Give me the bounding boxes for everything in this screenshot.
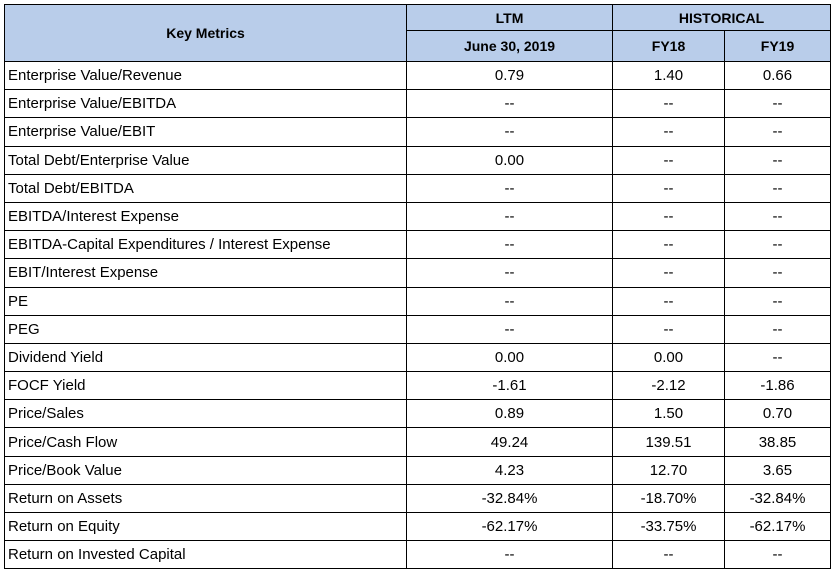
table-row: Price/Cash Flow 49.24 139.51 38.85 xyxy=(4,427,831,457)
row-label: Total Debt/EBITDA xyxy=(4,173,407,203)
fy18-value: -- xyxy=(612,286,725,316)
table-row: Enterprise Value/EBITDA -- -- -- xyxy=(4,89,831,119)
table-row: Total Debt/EBITDA -- -- -- xyxy=(4,173,831,203)
ltm-value: -1.61 xyxy=(406,371,613,401)
fy18-value: -- xyxy=(612,89,725,119)
fy19-value: -- xyxy=(724,201,831,232)
fy18-value: 1.50 xyxy=(612,399,725,429)
fy18-value: -18.70% xyxy=(612,483,725,514)
ltm-value: 0.00 xyxy=(406,145,613,175)
row-label: EBIT/Interest Expense xyxy=(4,258,407,288)
ltm-value: 49.24 xyxy=(406,427,613,457)
ltm-value: -- xyxy=(406,258,613,288)
fy18-value: -2.12 xyxy=(612,371,725,401)
row-label: PE xyxy=(4,286,407,316)
table-row: Dividend Yield 0.00 0.00 -- xyxy=(4,342,831,373)
key-metrics-table: Key Metrics LTM HISTORICAL June 30, 2019… xyxy=(4,4,831,570)
row-label: Return on Invested Capital xyxy=(4,540,407,570)
table-row: Enterprise Value/EBIT -- -- -- xyxy=(4,117,831,147)
ltm-value: -- xyxy=(406,173,613,203)
table-row: FOCF Yield -1.61 -2.12 -1.86 xyxy=(4,371,831,401)
row-label: Enterprise Value/EBIT xyxy=(4,117,407,147)
fy18-value: 0.00 xyxy=(612,342,725,373)
table-row: Enterprise Value/Revenue 0.79 1.40 0.66 xyxy=(4,60,831,91)
fy19-value: -- xyxy=(724,173,831,203)
fy18-value: -- xyxy=(612,258,725,288)
row-label: Price/Sales xyxy=(4,399,407,429)
fy19-value: 3.65 xyxy=(724,455,831,485)
row-label: Dividend Yield xyxy=(4,342,407,373)
row-label: FOCF Yield xyxy=(4,371,407,401)
ltm-value: 4.23 xyxy=(406,455,613,485)
fy18-value: -- xyxy=(612,173,725,203)
ltm-value: -62.17% xyxy=(406,511,613,542)
table-row: EBIT/Interest Expense -- -- -- xyxy=(4,258,831,288)
fy18-value: -- xyxy=(612,314,725,344)
table-row: Price/Book Value 4.23 12.70 3.65 xyxy=(4,455,831,485)
row-label: Price/Cash Flow xyxy=(4,427,407,457)
ltm-value: -- xyxy=(406,117,613,147)
fy19-value: -- xyxy=(724,89,831,119)
fy18-value: -- xyxy=(612,540,725,570)
table-row: PE -- -- -- xyxy=(4,286,831,316)
ltm-value: -32.84% xyxy=(406,483,613,514)
fy19-value: -- xyxy=(724,145,831,175)
table-row: PEG -- -- -- xyxy=(4,314,831,344)
fy18-value: 139.51 xyxy=(612,427,725,457)
header-ltm: LTM xyxy=(406,4,613,31)
row-label: EBITDA-Capital Expenditures / Interest E… xyxy=(4,230,407,260)
fy19-value: -- xyxy=(724,258,831,288)
fy19-value: -- xyxy=(724,117,831,147)
fy18-value: -- xyxy=(612,230,725,260)
fy19-value: -- xyxy=(724,342,831,373)
row-label: Return on Assets xyxy=(4,483,407,514)
fy19-value: -- xyxy=(724,540,831,570)
fy19-value: 0.66 xyxy=(724,60,831,91)
fy19-value: -- xyxy=(724,314,831,344)
ltm-value: -- xyxy=(406,230,613,260)
fy19-value: 0.70 xyxy=(724,399,831,429)
row-label: EBITDA/Interest Expense xyxy=(4,201,407,232)
ltm-value: -- xyxy=(406,201,613,232)
row-label: PEG xyxy=(4,314,407,344)
fy19-value: -62.17% xyxy=(724,511,831,542)
fy19-value: -- xyxy=(724,286,831,316)
fy18-value: -- xyxy=(612,117,725,147)
row-label: Enterprise Value/Revenue xyxy=(4,60,407,91)
ltm-value: 0.89 xyxy=(406,399,613,429)
header-fy19: FY19 xyxy=(724,30,831,62)
ltm-value: -- xyxy=(406,89,613,119)
row-label: Price/Book Value xyxy=(4,455,407,485)
ltm-value: -- xyxy=(406,286,613,316)
table-row: Return on Equity -62.17% -33.75% -62.17% xyxy=(4,511,831,542)
table-row: Price/Sales 0.89 1.50 0.70 xyxy=(4,399,831,429)
table-row: EBITDA-Capital Expenditures / Interest E… xyxy=(4,230,831,260)
table-row: Return on Invested Capital -- -- -- xyxy=(4,540,831,570)
fy18-value: -- xyxy=(612,201,725,232)
metrics-body: Enterprise Value/Revenue 0.79 1.40 0.66 Ente… xyxy=(4,60,831,570)
fy18-value: -33.75% xyxy=(612,511,725,542)
ltm-value: 0.79 xyxy=(406,60,613,91)
row-label: Total Debt/Enterprise Value xyxy=(4,145,407,175)
ltm-value: -- xyxy=(406,540,613,570)
fy18-value: 12.70 xyxy=(612,455,725,485)
fy19-value: 38.85 xyxy=(724,427,831,457)
table-row: EBITDA/Interest Expense -- -- -- xyxy=(4,201,831,232)
ltm-value: 0.00 xyxy=(406,342,613,373)
fy18-value: 1.40 xyxy=(612,60,725,91)
row-label: Enterprise Value/EBITDA xyxy=(4,89,407,119)
row-label: Return on Equity xyxy=(4,511,407,542)
fy18-value: -- xyxy=(612,145,725,175)
table-row: Total Debt/Enterprise Value 0.00 -- -- xyxy=(4,145,831,175)
table-row: Return on Assets -32.84% -18.70% -32.84% xyxy=(4,483,831,514)
fy19-value: -32.84% xyxy=(724,483,831,514)
header-key-metrics: Key Metrics xyxy=(4,4,407,62)
ltm-value: -- xyxy=(406,314,613,344)
header-historical: HISTORICAL xyxy=(612,4,831,31)
fy19-value: -- xyxy=(724,230,831,260)
header-ltm-date: June 30, 2019 xyxy=(406,30,613,62)
header-fy18: FY18 xyxy=(612,30,725,62)
fy19-value: -1.86 xyxy=(724,371,831,401)
